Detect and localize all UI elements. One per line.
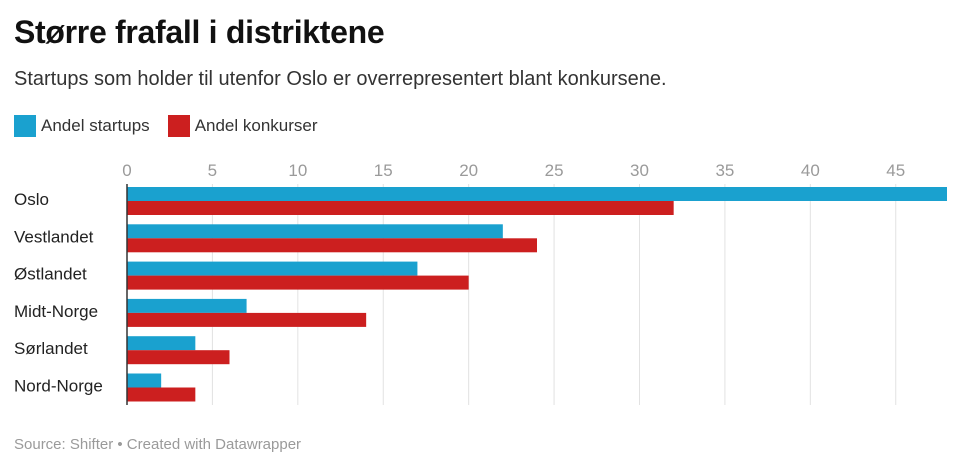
- bars: [127, 187, 947, 402]
- bar-østlandet-startups: [127, 261, 418, 276]
- bar-midt-norge-konkurser: [127, 312, 367, 327]
- legend-swatch-startups: [14, 115, 36, 137]
- bar-sørlandet-startups: [127, 336, 196, 351]
- tick-label-15: 15: [374, 161, 393, 180]
- category-label-østlandet: Østlandet: [14, 265, 87, 284]
- gridlines: [211, 184, 897, 405]
- source-footer: Source: Shifter • Created with Datawrapp…: [14, 436, 302, 453]
- category-label-sørlandet: Sørlandet: [14, 339, 88, 358]
- legend-item-konkurser: Andel konkurser: [167, 115, 318, 137]
- legend-label-konkurser: Andel konkurser: [194, 116, 318, 135]
- legend-item-startups: Andel startups: [14, 115, 150, 137]
- bar-oslo-startups: [127, 187, 947, 201]
- bar-østlandet-konkurser: [127, 275, 469, 290]
- tick-label-30: 30: [630, 161, 649, 180]
- bar-vestlandet-startups: [127, 224, 503, 239]
- category-label-nord-norge: Nord-Norge: [14, 377, 103, 396]
- tick-label-35: 35: [715, 161, 734, 180]
- chart-title: Større frafall i distriktene: [14, 14, 385, 50]
- category-label-oslo: Oslo: [14, 190, 49, 209]
- legend: Andel startups Andel konkurser: [14, 115, 336, 137]
- tick-label-20: 20: [459, 161, 478, 180]
- bar-nord-norge-startups: [127, 373, 162, 388]
- bar-vestlandet-konkurser: [127, 238, 537, 253]
- bar-chart: 0 5 10 15 20 25 30 35 40 45 Oslo Vestlandet Østland…: [14, 161, 947, 405]
- tick-label-40: 40: [801, 161, 820, 180]
- tick-label-25: 25: [545, 161, 564, 180]
- bar-nord-norge-konkurser: [127, 387, 196, 402]
- bar-midt-norge-startups: [127, 298, 247, 313]
- tick-label-5: 5: [208, 161, 217, 180]
- legend-label-startups: Andel startups: [41, 116, 150, 135]
- category-label-vestlandet: Vestlandet: [14, 227, 94, 246]
- tick-label-0: 0: [122, 161, 131, 180]
- bar-sørlandet-konkurser: [127, 350, 230, 365]
- bar-oslo-konkurser: [127, 201, 674, 215]
- category-label-midt-norge: Midt-Norge: [14, 302, 98, 321]
- legend-swatch-konkurser: [167, 115, 190, 137]
- category-labels: Oslo Vestlandet Østlandet Midt-Norge Sørland…: [14, 190, 103, 396]
- tick-label-45: 45: [886, 161, 905, 180]
- tick-labels: 0 5 10 15 20 25 30 35 40 45: [122, 161, 905, 180]
- chart-subtitle: Startups som holder til utenfor Oslo er …: [14, 68, 667, 90]
- tick-label-10: 10: [288, 161, 307, 180]
